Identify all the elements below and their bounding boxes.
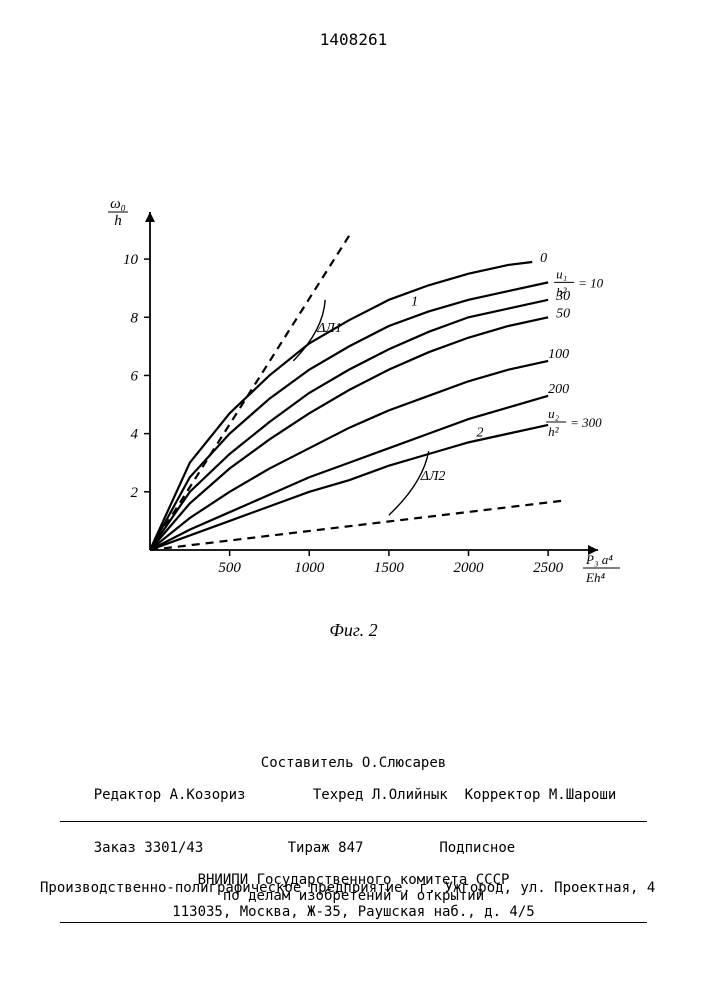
svg-text:1000: 1000 <box>294 560 325 576</box>
svg-text:u₁: u₁ <box>556 266 567 281</box>
footer-line: Производственно-полиграфическое предприя… <box>40 880 667 896</box>
svg-text:2: 2 <box>476 426 483 441</box>
svg-text:2000: 2000 <box>454 560 485 576</box>
svg-text:= 10: = 10 <box>578 275 604 290</box>
compiler-line: Составитель О.Слюсарев <box>60 755 647 771</box>
tirage: Тираж 847 <box>288 840 364 856</box>
svg-text:ω₀: ω₀ <box>110 200 126 212</box>
svg-text:8: 8 <box>131 310 139 326</box>
svg-text:ΔЛ1: ΔЛ1 <box>316 321 342 336</box>
page-number: 1408261 <box>0 30 707 49</box>
order-line: Заказ 3301/43 Тираж 847 Подписное <box>60 824 647 872</box>
svg-text:500: 500 <box>218 560 241 576</box>
techred: Техред Л.Олийнык <box>313 787 448 803</box>
divider <box>60 821 647 822</box>
chart-svg: 500 1000 1500 2000 2500 2 4 6 8 10 ω₀h P₃ a⁴ Eh⁴ 0 u₁ h… <box>90 200 650 600</box>
figure-caption: Фиг. 2 <box>0 620 707 641</box>
svg-text:= 300: = 300 <box>570 415 602 430</box>
editor: Редактор А.Козориз <box>94 787 246 803</box>
svg-text:u₂: u₂ <box>548 406 560 421</box>
svg-text:10: 10 <box>123 252 139 268</box>
svg-text:200: 200 <box>548 382 569 397</box>
svg-text:2: 2 <box>131 485 139 501</box>
svg-text:Eh⁴: Eh⁴ <box>585 570 605 585</box>
svg-text:6: 6 <box>131 368 139 384</box>
svg-text:h: h <box>114 213 122 229</box>
svg-text:P₃ a⁴: P₃ a⁴ <box>585 552 613 567</box>
svg-text:ΔЛ2: ΔЛ2 <box>420 469 446 484</box>
svg-text:h²: h² <box>548 424 560 439</box>
credits-block: Составитель О.Слюсарев Редактор А.Козори… <box>60 755 647 925</box>
svg-text:1500: 1500 <box>374 560 405 576</box>
svg-text:50: 50 <box>556 306 570 321</box>
editor-line: Редактор А.Козориз Техред Л.Олийнык Корр… <box>60 771 647 819</box>
address: 113035, Москва, Ж-35, Раушская наб., д. … <box>60 904 647 920</box>
svg-text:4: 4 <box>131 427 139 443</box>
svg-text:2500: 2500 <box>533 560 564 576</box>
divider-2 <box>60 922 647 923</box>
svg-text:1: 1 <box>411 295 418 310</box>
order: Заказ 3301/43 <box>94 840 204 856</box>
svg-text:0: 0 <box>540 251 547 266</box>
subscribe: Подписное <box>439 840 515 856</box>
corrector: Корректор М.Шароши <box>465 787 617 803</box>
svg-text:30: 30 <box>555 289 570 304</box>
svg-text:100: 100 <box>548 347 569 362</box>
figure-2-chart: 500 1000 1500 2000 2500 2 4 6 8 10 ω₀h P₃ a⁴ Eh⁴ 0 u₁ h… <box>90 200 650 605</box>
